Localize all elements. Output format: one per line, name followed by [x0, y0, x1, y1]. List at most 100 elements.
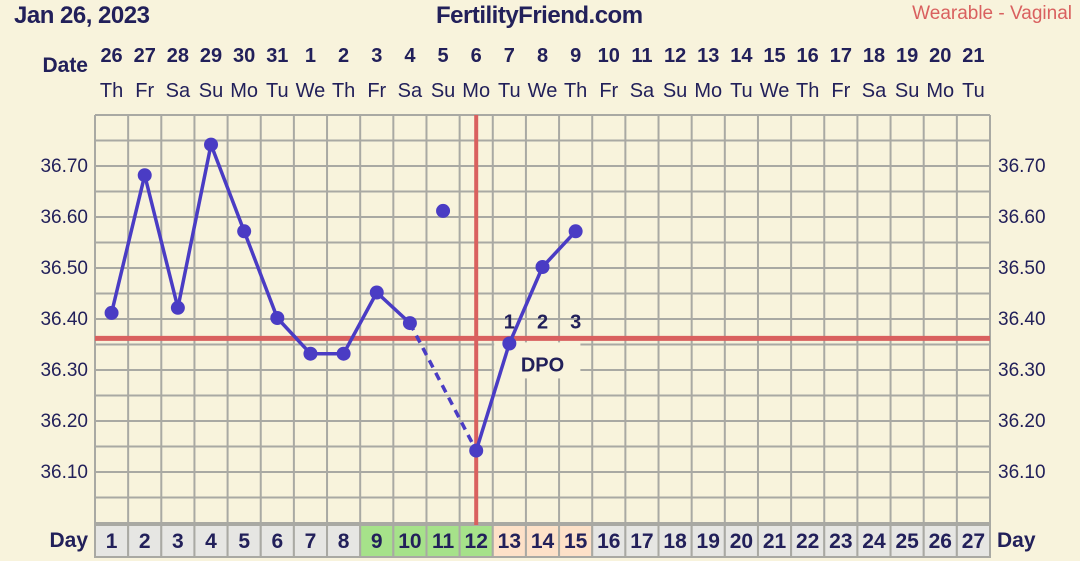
date-label: 16 [797, 45, 819, 67]
weekday-label: Tu [266, 80, 289, 102]
day-cell [756, 524, 793, 558]
date-label: 31 [266, 45, 288, 67]
y-tick-right: 36.20 [998, 411, 1046, 432]
day-cell [392, 524, 428, 558]
day-row-label-right: Day [997, 529, 1036, 552]
y-tick-right: 36.10 [998, 462, 1046, 483]
cycle-day-label: 5 [238, 530, 250, 553]
cycle-day-label: 4 [205, 530, 217, 553]
temperature-line-segment [176, 144, 213, 309]
date-label: 18 [863, 45, 885, 67]
date-label: 10 [598, 45, 620, 67]
temperature-point [170, 300, 185, 315]
date-label: 1 [305, 45, 316, 67]
cycle-day-label: 17 [630, 530, 653, 553]
day-cell [889, 524, 925, 558]
temperature-method: Wearable - Vaginal [912, 3, 1072, 24]
date-label: 20 [929, 45, 951, 67]
weekday-label: Th [564, 80, 587, 102]
weekday-label: Fr [367, 80, 386, 102]
date-label: 12 [664, 45, 686, 67]
weekday-label: Sa [862, 80, 887, 102]
cycle-day-label: 8 [338, 530, 350, 553]
cycle-day-label: 20 [730, 530, 753, 553]
weekday-label: We [528, 80, 558, 102]
cycle-day-label: 2 [139, 530, 151, 553]
y-tick-right: 36.60 [998, 207, 1046, 228]
date-label: 29 [200, 45, 222, 67]
temperature-point [137, 168, 152, 183]
cycle-day-label: 3 [172, 530, 184, 553]
weekday-label: Th [796, 80, 819, 102]
date-label: 6 [471, 45, 482, 67]
weekday-label: Fr [831, 80, 850, 102]
site-title[interactable]: FertilityFriend.com [436, 2, 643, 29]
temperature-point [237, 224, 252, 239]
dpo-number: 1 [504, 311, 515, 333]
temperature-point [402, 316, 417, 331]
date-label: 26 [100, 45, 122, 67]
weekday-label: Sa [630, 80, 655, 102]
date-label: 8 [537, 45, 548, 67]
cycle-day-label: 10 [398, 530, 421, 553]
temperature-line-segment [507, 266, 545, 345]
date-label: 17 [830, 45, 852, 67]
y-tick-left: 36.20 [40, 411, 88, 432]
date-label: 28 [167, 45, 189, 67]
temperature-line-segment [408, 322, 478, 452]
temperature-line-segment [375, 291, 412, 325]
date-row-label: Date [42, 54, 88, 77]
weekday-label: Fr [135, 80, 154, 102]
temperature-line-segment [242, 230, 279, 319]
dpo-number: 3 [570, 311, 581, 333]
cycle-day-label: 21 [763, 530, 787, 553]
weekday-label: Sa [166, 80, 191, 102]
weekday-label: Su [431, 80, 455, 102]
day-cell [657, 524, 693, 558]
y-tick-right: 36.40 [998, 309, 1046, 330]
y-tick-left: 36.50 [40, 258, 88, 279]
weekday-label: We [296, 80, 326, 102]
day-cell [624, 524, 660, 558]
day-row-label: Day [49, 529, 88, 552]
cycle-day-label: 23 [829, 530, 852, 553]
weekday-label: Mo [694, 80, 722, 102]
temperature-line-segment [143, 174, 180, 309]
temperature-point [469, 443, 484, 458]
cycle-day-label: 12 [465, 530, 488, 553]
y-tick-left: 36.10 [40, 462, 88, 483]
date-label: 14 [730, 45, 753, 67]
weekday-label: Sa [398, 80, 423, 102]
cycle-day-label: 11 [432, 530, 455, 553]
day-cell [690, 524, 726, 558]
cycle-day-label: 15 [564, 530, 588, 553]
weekday-label: Th [332, 80, 355, 102]
date-label: 13 [697, 45, 719, 67]
temperature-point [568, 224, 583, 239]
temperature-point [104, 305, 119, 320]
date-label: 5 [437, 45, 448, 67]
cycle-day-label: 9 [371, 530, 383, 553]
cycle-day-label: 1 [106, 530, 118, 553]
day-cell [425, 524, 461, 558]
temperature-point [336, 346, 351, 361]
date-label: 9 [570, 45, 581, 67]
day-cell [292, 524, 329, 558]
y-tick-right: 36.50 [998, 258, 1046, 279]
chart-date: Jan 26, 2023 [14, 2, 150, 29]
y-tick-left: 36.30 [40, 360, 88, 381]
weekday-label: Th [100, 80, 123, 102]
date-label: 2 [338, 45, 349, 67]
y-tick-right: 36.70 [998, 156, 1046, 177]
y-tick-left: 36.60 [40, 207, 88, 228]
dpo-text: DPO [521, 354, 564, 376]
weekday-label: Mo [230, 80, 258, 102]
y-tick-right: 36.30 [998, 360, 1046, 381]
weekday-label: Mo [926, 80, 954, 102]
date-label: 4 [404, 45, 416, 67]
temperature-line-segment [276, 316, 312, 355]
date-label: 7 [504, 45, 515, 67]
cycle-day-label: 7 [305, 530, 317, 553]
weekday-label: Tu [730, 80, 753, 102]
